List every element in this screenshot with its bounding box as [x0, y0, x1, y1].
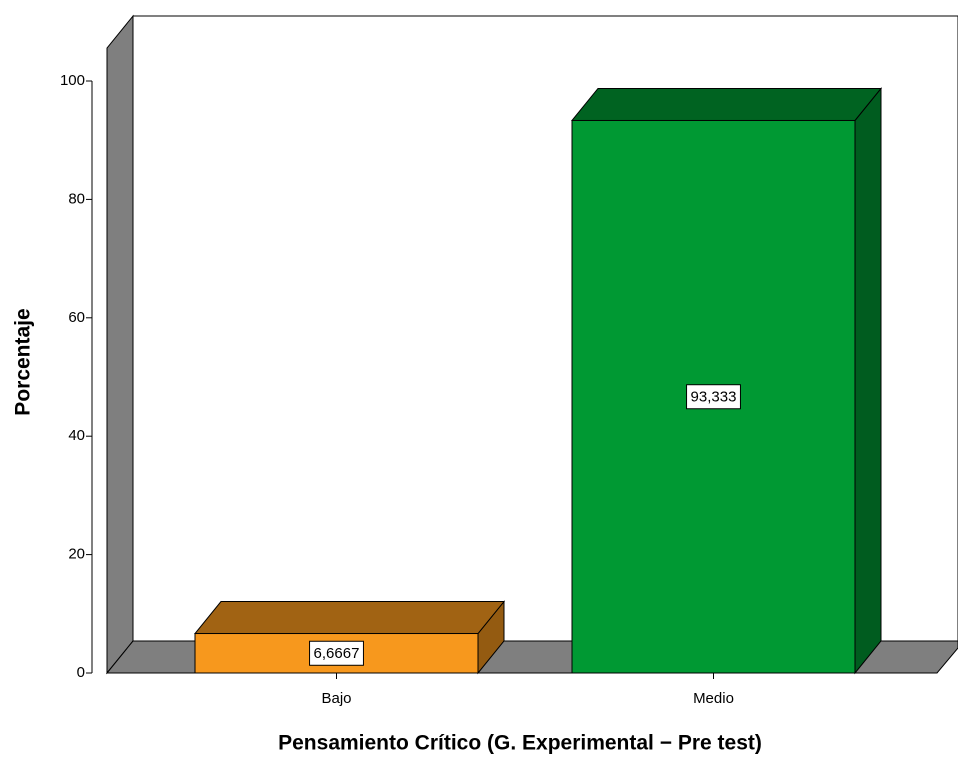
value-label-box — [309, 640, 364, 666]
x-tick-label: Bajo — [321, 690, 351, 707]
y-tick-label: 20 — [68, 546, 85, 563]
x-tick-label: Medio — [693, 690, 734, 707]
y-tick-label: 100 — [60, 72, 85, 89]
bar-top — [193, 601, 506, 635]
side-wall — [106, 14, 134, 675]
x-axis-title: Pensamiento Crítico (G. Experimental − P… — [278, 732, 762, 755]
value-label: 93,333 — [691, 389, 737, 406]
y-tick-label: 40 — [68, 427, 85, 444]
y-axis-title: Porcentaje — [12, 308, 35, 415]
y-tick-label: 0 — [77, 664, 85, 681]
y-tick-label: 80 — [68, 190, 85, 207]
value-label: 6,6667 — [314, 645, 360, 662]
bar-side — [854, 87, 882, 675]
value-label-box — [686, 384, 741, 410]
y-tick-label: 60 — [68, 309, 85, 326]
bar-top — [570, 87, 883, 121]
